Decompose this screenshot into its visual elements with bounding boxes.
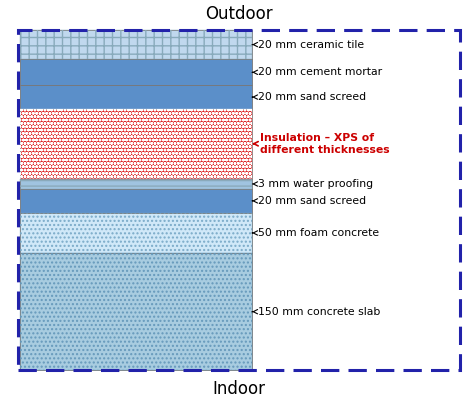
Bar (20, 253, 252, 370)
Bar (20, 213, 252, 253)
Bar (18, 30, 460, 370)
Bar (20, 213, 252, 253)
Bar (20, 30, 252, 59)
Bar (20, 109, 252, 179)
Text: Indoor: Indoor (212, 380, 265, 398)
Text: 20 mm cement mortar: 20 mm cement mortar (252, 67, 382, 77)
Text: Outdoor: Outdoor (205, 5, 273, 23)
Text: 20 mm sand screed: 20 mm sand screed (252, 196, 366, 206)
Bar (20, 109, 252, 179)
Text: 150 mm concrete slab: 150 mm concrete slab (252, 307, 380, 317)
Text: 50 mm foam concrete: 50 mm foam concrete (252, 228, 379, 238)
Text: 3 mm water proofing: 3 mm water proofing (252, 179, 373, 189)
Bar (20, 179, 252, 189)
Bar (20, 189, 252, 213)
Bar (20, 179, 252, 189)
Bar (20, 253, 252, 370)
Bar (20, 85, 252, 109)
Bar (20, 30, 252, 59)
Text: 20 mm ceramic tile: 20 mm ceramic tile (252, 40, 364, 50)
Bar (20, 59, 252, 85)
Text: 20 mm sand screed: 20 mm sand screed (252, 92, 366, 102)
Text: Insulation – XPS of
different thicknesses: Insulation – XPS of different thicknesse… (254, 133, 390, 154)
